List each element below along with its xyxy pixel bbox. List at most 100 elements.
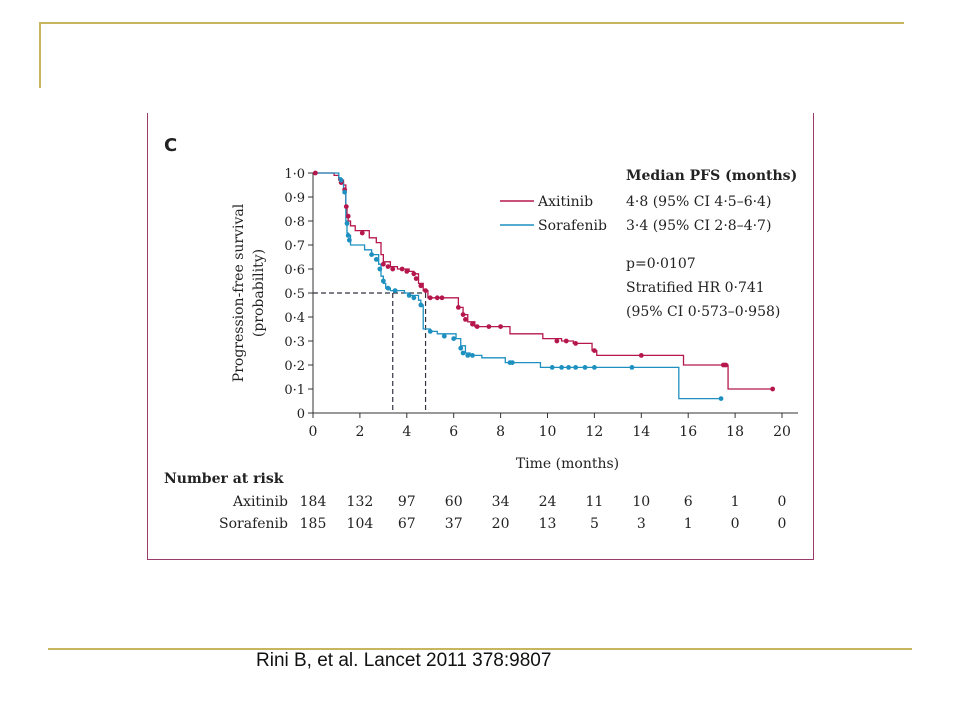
risk-value: 11 [585, 494, 603, 510]
censor-mark-sorafenib [460, 350, 466, 356]
censor-mark-axitinib [455, 305, 461, 310]
y-tick-label: 0·1 [284, 383, 305, 398]
censor-mark-axitinib [411, 271, 417, 277]
stat-line: p=0·0107 [626, 256, 696, 272]
censor-mark-sorafenib [470, 353, 475, 358]
censor-mark-axitinib [312, 170, 318, 176]
risk-value: 20 [492, 516, 510, 532]
x-tick-label: 14 [632, 424, 650, 440]
censor-mark-axitinib [470, 321, 475, 327]
censor-mark-axitinib [385, 264, 391, 269]
x-tick-label: 10 [539, 424, 557, 440]
censor-mark-sorafenib [441, 333, 447, 339]
censor-mark-sorafenib [573, 365, 579, 370]
censor-mark-axitinib [460, 312, 466, 317]
y-tick-label: 0·6 [284, 263, 305, 278]
censor-mark-axitinib [390, 266, 396, 272]
censor-mark-sorafenib [346, 237, 352, 243]
censor-mark-axitinib [563, 338, 569, 344]
censor-mark-axitinib [474, 324, 480, 329]
censor-mark-axitinib [427, 295, 433, 301]
x-tick-label: 6 [449, 424, 458, 440]
figure-frame: C 0 0·1 0·2 0·3 0·4 0·5 0·6 0·7 0·8 0·9 1·0 0 2 4 6 8 10… [147, 113, 814, 560]
x-tick-label: 16 [679, 424, 697, 440]
risk-value: 6 [684, 494, 693, 510]
legend-median-axitinib: 4·8 (95% CI 4·5–6·4) [626, 194, 771, 210]
censor-mark-sorafenib [345, 233, 351, 238]
censor-mark-sorafenib [418, 302, 424, 308]
risk-row-label: Axitinib [232, 494, 288, 510]
censor-mark-sorafenib [380, 278, 386, 284]
censor-mark-sorafenib [392, 288, 398, 293]
risk-value: 3 [637, 516, 646, 532]
y-tick-label: 0·2 [284, 359, 305, 374]
censor-mark-sorafenib [582, 365, 588, 370]
risk-value: 34 [492, 494, 510, 510]
risk-value: 13 [539, 516, 557, 532]
censor-mark-sorafenib [509, 360, 515, 365]
censor-mark-sorafenib [629, 365, 635, 370]
x-tick-label: 18 [726, 424, 744, 440]
risk-value: 0 [778, 494, 787, 510]
censor-mark-axitinib [404, 269, 410, 274]
censor-mark-sorafenib [592, 365, 597, 370]
risk-value: 1 [731, 494, 740, 510]
y-tick-label: 0·9 [284, 191, 305, 206]
censor-mark-axitinib [486, 324, 492, 329]
x-tick-label: 0 [309, 424, 318, 440]
legend-title: Median PFS (months) [626, 168, 797, 184]
censor-mark-sorafenib [369, 252, 375, 257]
risk-value: 1 [684, 516, 693, 532]
stat-line: (95% CI 0·573–0·958) [626, 304, 780, 320]
censor-mark-axitinib [723, 362, 729, 368]
y-axis-label-unit: (probability) [251, 249, 267, 337]
x-tick-label: 4 [402, 424, 411, 440]
legend-label-axitinib: Axitinib [537, 194, 593, 210]
censor-mark-axitinib [463, 317, 468, 322]
y-tick-label: 0 [297, 407, 305, 422]
censor-mark-axitinib [592, 348, 597, 353]
risk-value: 185 [300, 516, 327, 532]
censor-mark-axitinib [638, 353, 644, 358]
panel-label: C [164, 135, 177, 156]
risk-value: 60 [445, 494, 463, 510]
km-chart: C 00·10·20·30·40·50·60·70·80·91·00 2 4 6 8 10… [164, 135, 798, 532]
risk-value: 10 [632, 494, 650, 510]
legend-label-sorafenib: Sorafenib [538, 218, 607, 234]
censor-mark-axitinib [434, 295, 440, 301]
y-axis-label: Progression-free survival [231, 203, 247, 382]
y-tick-label: 0·5 [284, 287, 305, 302]
censor-mark-axitinib [343, 204, 349, 209]
y-tick-label: 0·8 [284, 215, 305, 230]
risk-value: 97 [398, 494, 416, 510]
risk-value: 0 [778, 516, 787, 532]
top-accent-line [40, 22, 904, 24]
risk-value: 184 [300, 494, 327, 510]
censor-mark-sorafenib [377, 266, 383, 272]
risk-value: 67 [398, 516, 416, 532]
censor-mark-axitinib [423, 288, 428, 293]
x-tick-label: 20 [773, 424, 791, 440]
risk-row-label: Sorafenib [219, 516, 288, 532]
censor-mark-axitinib [399, 266, 405, 272]
censor-mark-sorafenib [718, 396, 724, 401]
x-tick-label: 12 [585, 424, 603, 440]
censor-mark-sorafenib [373, 257, 379, 262]
censor-mark-axitinib [554, 338, 560, 344]
y-tick-label: 0·7 [284, 239, 305, 254]
y-tick-label: 0·3 [284, 335, 305, 350]
censor-mark-axitinib [439, 295, 445, 301]
x-tick-label: 8 [496, 424, 505, 440]
censor-mark-axitinib [359, 230, 365, 236]
censor-mark-axitinib [573, 341, 579, 346]
x-tick-label: 2 [355, 424, 364, 440]
censor-mark-sorafenib [549, 365, 555, 370]
censor-mark-axitinib [413, 276, 419, 281]
censor-mark-sorafenib [427, 329, 433, 334]
risk-value: 132 [347, 494, 374, 510]
citation-text: Rini B, et al. Lancet 2011 378:9807 [256, 650, 552, 671]
risk-value: 0 [731, 516, 740, 532]
censor-mark-axitinib [770, 386, 776, 392]
bottom-accent-line [48, 648, 912, 650]
censor-mark-axitinib [418, 283, 424, 289]
